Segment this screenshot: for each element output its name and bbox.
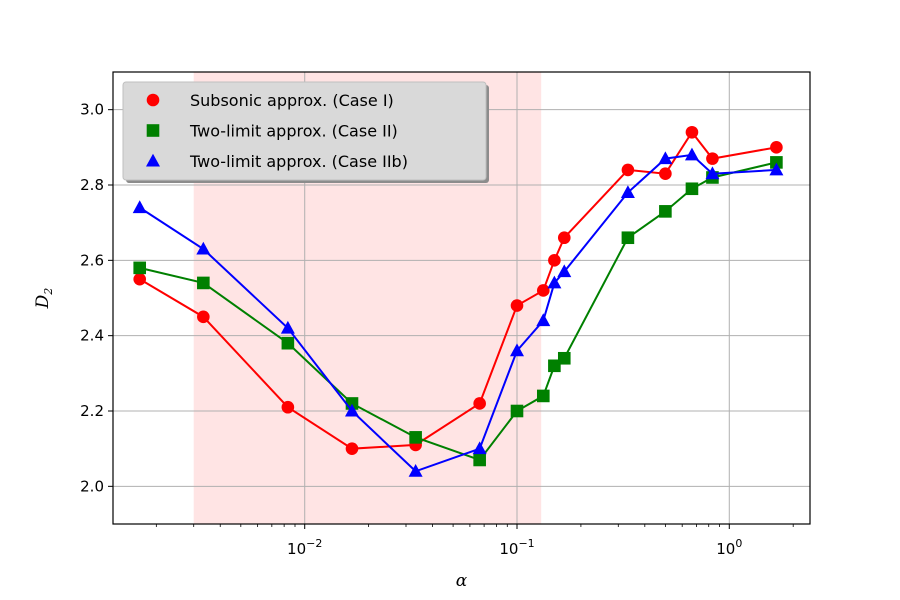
y-tick-label: 3.0: [80, 101, 104, 119]
data-point-circle: [621, 163, 635, 177]
plot-frame: [112, 71, 811, 525]
y-tick-label: 2.6: [80, 251, 104, 269]
data-point-circle: [281, 400, 295, 414]
series-circle: [133, 125, 783, 455]
data-point-triangle: [132, 200, 147, 214]
x-tick-label-exponent: 0: [735, 537, 742, 550]
data-point-square: [685, 182, 699, 196]
data-point-triangle: [620, 185, 635, 199]
data-point-circle: [548, 254, 561, 267]
y-axis-label-subscript: 2: [42, 288, 55, 296]
tick-layer: 2.02.22.42.62.83.010−2 10−1 100: [80, 101, 794, 558]
data-point-circle: [557, 231, 571, 245]
data-point-circle: [345, 442, 359, 455]
data-point-circle: [197, 310, 210, 324]
x-tick-label-exponent: −2: [306, 537, 322, 550]
y-tick-label: 2.4: [80, 327, 104, 345]
legend-label: Two-limit approx. (Case II): [189, 122, 398, 141]
data-point-square: [548, 359, 561, 373]
y-axis-label-main: D: [33, 294, 53, 309]
data-point-square: [281, 336, 295, 350]
x-axis-label: α: [456, 571, 468, 591]
x-tick-label-base: 10: [287, 540, 306, 558]
data-point-triangle: [557, 264, 572, 278]
data-point-circle: [133, 272, 147, 286]
data-point-triangle: [658, 151, 673, 165]
data-point-triangle: [196, 241, 211, 255]
data-point-square: [557, 351, 571, 365]
data-point-triangle: [684, 147, 699, 161]
data-point-square: [197, 276, 210, 290]
x-tick-label: 10−2: [287, 537, 322, 558]
data-point-square: [409, 431, 422, 444]
data-point-circle: [510, 299, 524, 312]
legend-box: [122, 81, 487, 181]
data-point-triangle: [344, 403, 359, 417]
data-point-circle: [659, 167, 672, 180]
data-point-square: [146, 124, 160, 137]
data-point-square: [133, 261, 147, 275]
y-tick-label: 2.0: [80, 477, 104, 495]
data-point-circle: [706, 152, 719, 165]
legend: Subsonic approx. (Case I) Two-limit appro…: [122, 81, 489, 183]
legend-label: Subsonic approx. (Case I): [190, 91, 394, 110]
x-tick-label-exponent: −1: [518, 537, 534, 550]
data-point-triangle: [510, 343, 524, 357]
data-point-circle: [536, 284, 550, 297]
data-point-circle: [685, 125, 699, 139]
x-tick-label-base: 10: [499, 540, 518, 558]
legend-label: Two-limit approx. (Case IIb): [189, 152, 408, 171]
data-point-circle: [770, 141, 783, 154]
data-point-triangle: [536, 313, 551, 327]
data-point-square: [510, 404, 524, 418]
x-tick-label: 100: [716, 537, 742, 558]
series-layer: [132, 125, 784, 477]
x-tick-label-base: 10: [716, 540, 735, 558]
data-point-triangle: [280, 320, 295, 334]
data-point-triangle: [472, 441, 487, 455]
data-point-square: [770, 156, 783, 169]
data-point-square: [536, 389, 550, 403]
y-axis-label: D2: [33, 288, 55, 310]
data-point-square: [659, 205, 672, 218]
data-point-triangle: [705, 166, 720, 180]
data-point-triangle: [547, 275, 562, 289]
data-point-circle: [473, 397, 486, 410]
x-tick-label: 10−1: [499, 537, 534, 558]
series-triangle: [132, 147, 784, 477]
data-point-triangle: [769, 162, 784, 176]
data-point-square: [473, 453, 486, 467]
data-point-square: [621, 231, 635, 245]
y-tick-label: 2.2: [80, 402, 104, 420]
data-point-circle: [146, 93, 160, 107]
data-point-triangle: [146, 153, 160, 167]
y-tick-label: 2.8: [80, 176, 104, 194]
data-point-triangle: [408, 463, 423, 477]
